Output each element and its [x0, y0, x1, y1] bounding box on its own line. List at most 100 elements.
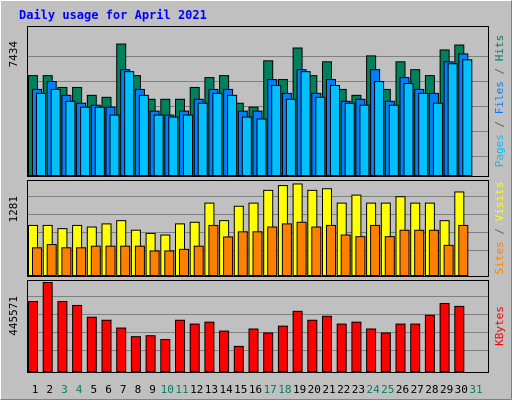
bar-sites-day-19 — [296, 221, 307, 276]
bar-kbytes-day-18 — [277, 325, 288, 373]
y-axis-label-part: Visits — [493, 182, 506, 222]
x-tick-label-day-22: 22 — [337, 383, 350, 396]
chart-title: Daily usage for April 2021 — [19, 8, 207, 22]
bar-pages-day-1 — [36, 92, 46, 176]
bar-pages-day-2 — [50, 88, 61, 176]
bar-sites-day-6 — [105, 245, 116, 276]
bar-pages-day-29 — [447, 63, 458, 177]
x-tick-label-day-3: 3 — [61, 383, 68, 396]
bar-sites-day-5 — [90, 245, 101, 276]
bar-pages-day-22 — [344, 102, 355, 176]
bar-pages-day-24 — [374, 81, 385, 176]
bar-pages-day-14 — [227, 94, 238, 176]
bar-kbytes-day-12 — [189, 323, 200, 373]
y-tick-label: 7434 — [7, 41, 20, 68]
bar-pages-day-18 — [285, 98, 296, 176]
bar-kbytes-day-3 — [57, 301, 68, 372]
bar-sites-day-2 — [46, 244, 57, 276]
bar-kbytes-day-28 — [424, 314, 435, 372]
y-axis-label-part: / — [493, 221, 506, 241]
bar-kbytes-day-9 — [145, 335, 156, 373]
bar-sites-day-10 — [164, 250, 175, 276]
bar-sites-day-25 — [384, 236, 395, 277]
bar-kbytes-day-22 — [336, 323, 347, 373]
bar-pages-day-20 — [315, 96, 326, 176]
bar-kbytes-day-8 — [130, 336, 141, 373]
x-tick-label-day-20: 20 — [308, 383, 321, 396]
bar-pages-day-3 — [65, 100, 76, 176]
x-tick-label-day-5: 5 — [90, 383, 97, 396]
y-axis-label-part: Files — [493, 81, 506, 114]
bar-kbytes-day-5 — [86, 316, 97, 373]
x-tick-label-day-10: 10 — [161, 383, 174, 396]
bar-sites-day-29 — [443, 244, 454, 277]
bar-pages-day-23 — [359, 104, 370, 176]
bar-sites-day-3 — [61, 247, 72, 276]
bar-kbytes-day-17 — [263, 332, 274, 372]
x-axis: 1 2 3 4 5 6 7 8 9 10 11 12 13 14 15 16 17 18 19 20 21 22 23 24 2… — [32, 383, 483, 396]
x-tick-label-day-19: 19 — [293, 383, 306, 396]
bar-pages-day-28 — [432, 102, 443, 176]
x-tick-label-day-8: 8 — [135, 383, 142, 396]
bar-pages-day-10 — [168, 116, 179, 177]
bar-pages-day-9 — [153, 114, 164, 176]
bar-kbytes-day-25 — [380, 332, 391, 372]
bar-pages-day-21 — [330, 84, 340, 176]
bar-kbytes-day-16 — [248, 328, 259, 372]
y-axis-label: Pages / Files / Hits — [493, 35, 506, 168]
bar-pages-day-5 — [94, 106, 105, 176]
bar-kbytes-day-27 — [410, 323, 421, 373]
bar-pages-day-7 — [124, 71, 135, 176]
bar-kbytes-day-24 — [366, 328, 377, 372]
x-tick-label-day-23: 23 — [352, 383, 365, 396]
bar-pages-day-30 — [462, 59, 473, 176]
x-tick-label-day-15: 15 — [234, 383, 247, 396]
x-tick-label-day-24: 24 — [366, 383, 380, 396]
bar-kbytes-day-4 — [72, 304, 83, 372]
bar-pages-day-13 — [212, 92, 223, 176]
bar-pages-day-12 — [197, 102, 208, 176]
bar-pages-day-17 — [271, 84, 282, 176]
bar-sites-day-8 — [134, 245, 145, 276]
bar-sites-day-28 — [428, 229, 439, 276]
bar-sites-day-7 — [120, 245, 131, 276]
bar-kbytes-day-26 — [395, 323, 406, 373]
y-axis-label-part: / — [493, 61, 506, 81]
bar-kbytes-day-20 — [307, 319, 318, 372]
bar-pages-day-15 — [241, 116, 252, 177]
bar-kbytes-day-13 — [204, 321, 215, 373]
bar-sites-day-30 — [458, 224, 469, 276]
x-tick-label-day-18: 18 — [278, 383, 291, 396]
bar-sites-day-4 — [76, 247, 87, 276]
bar-sites-day-14 — [223, 236, 234, 277]
bar-sites-day-1 — [32, 247, 42, 276]
bar-sites-day-27 — [414, 229, 425, 276]
bar-kbytes-day-10 — [160, 339, 171, 373]
x-tick-label-day-17: 17 — [264, 383, 277, 396]
y-axis-label-part: Pages — [493, 134, 506, 167]
x-tick-label-day-6: 6 — [105, 383, 112, 396]
bar-kbytes-day-2 — [42, 282, 53, 372]
x-tick-label-day-27: 27 — [411, 383, 424, 396]
x-tick-label-day-26: 26 — [396, 383, 409, 396]
bar-sites-day-23 — [355, 236, 366, 277]
bar-sites-day-11 — [179, 248, 189, 276]
x-tick-label-day-9: 9 — [149, 383, 156, 396]
bar-sites-day-24 — [370, 224, 381, 276]
x-tick-label-day-21: 21 — [322, 383, 335, 396]
bar-kbytes-day-15 — [233, 345, 244, 372]
bar-sites-day-9 — [149, 250, 160, 276]
x-tick-label-day-25: 25 — [381, 383, 394, 396]
x-tick-label-day-31: 31 — [469, 383, 482, 396]
bar-pages-day-8 — [138, 94, 149, 176]
bar-sites-day-21 — [326, 224, 336, 276]
bar-pages-day-26 — [403, 83, 414, 176]
panel-visits-sites: 1281 Sites / Visits — [7, 180, 506, 277]
bar-sites-day-17 — [267, 226, 278, 276]
x-tick-label-day-11: 11 — [175, 383, 188, 396]
bar-sites-day-15 — [237, 231, 248, 277]
y-tick-label: 1281 — [7, 196, 20, 223]
bar-kbytes-day-30 — [454, 305, 465, 372]
